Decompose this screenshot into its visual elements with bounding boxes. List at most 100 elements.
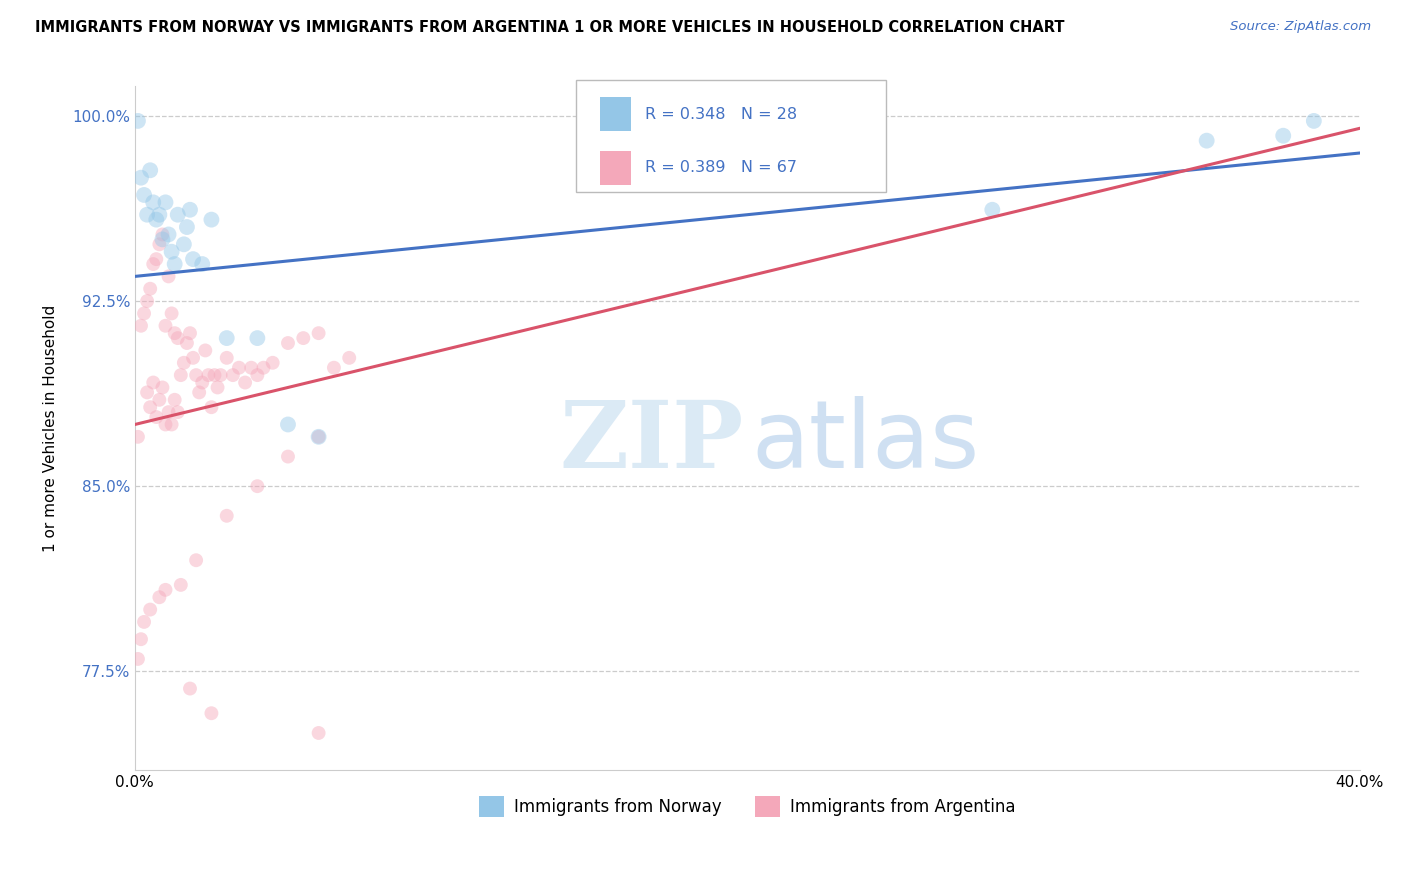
Point xyxy=(1272,128,1295,143)
Point xyxy=(176,220,198,235)
Point xyxy=(132,306,155,320)
Point xyxy=(145,410,167,425)
Point xyxy=(262,356,284,370)
Point xyxy=(155,582,177,597)
Point xyxy=(129,170,152,185)
Point xyxy=(277,450,299,464)
Point xyxy=(308,430,330,444)
Point xyxy=(170,368,193,383)
Point xyxy=(136,294,159,309)
Point xyxy=(173,356,195,370)
Point xyxy=(152,232,174,246)
Point xyxy=(308,430,330,444)
Point xyxy=(246,479,269,493)
Point xyxy=(160,244,183,259)
Point xyxy=(1302,114,1324,128)
Point xyxy=(179,202,201,217)
Point xyxy=(200,401,222,415)
Point xyxy=(157,269,180,284)
Text: IMMIGRANTS FROM NORWAY VS IMMIGRANTS FROM ARGENTINA 1 OR MORE VEHICLES IN HOUSEH: IMMIGRANTS FROM NORWAY VS IMMIGRANTS FRO… xyxy=(35,20,1064,35)
Point xyxy=(179,326,201,340)
Point xyxy=(170,578,193,592)
Point xyxy=(166,208,188,222)
Point xyxy=(139,602,162,616)
Point xyxy=(981,202,1004,217)
Point xyxy=(215,331,238,345)
Point xyxy=(209,368,232,383)
Text: R = 0.389   N = 67: R = 0.389 N = 67 xyxy=(645,161,797,175)
Point xyxy=(173,237,195,252)
Point xyxy=(292,331,315,345)
Point xyxy=(136,385,159,400)
Point xyxy=(132,615,155,629)
Point xyxy=(179,681,201,696)
Point xyxy=(142,195,165,210)
Point xyxy=(166,331,188,345)
Point xyxy=(181,351,204,365)
Point xyxy=(252,360,274,375)
Point xyxy=(163,392,186,407)
Point xyxy=(152,380,174,394)
Point xyxy=(148,208,170,222)
Point xyxy=(127,430,149,444)
Point xyxy=(337,351,360,365)
Point xyxy=(228,360,250,375)
Point xyxy=(129,318,152,333)
Point xyxy=(160,417,183,432)
Legend: Immigrants from Norway, Immigrants from Argentina: Immigrants from Norway, Immigrants from … xyxy=(472,789,1022,823)
Point xyxy=(163,257,186,271)
Text: ZIP: ZIP xyxy=(560,397,744,487)
Point xyxy=(142,376,165,390)
Point xyxy=(157,227,180,242)
Text: Source: ZipAtlas.com: Source: ZipAtlas.com xyxy=(1230,20,1371,33)
Point xyxy=(197,368,219,383)
Point xyxy=(194,343,217,358)
Point xyxy=(184,368,207,383)
Point xyxy=(127,114,149,128)
Point xyxy=(139,401,162,415)
Point xyxy=(155,195,177,210)
Point xyxy=(246,331,269,345)
Point xyxy=(191,257,214,271)
Point xyxy=(142,257,165,271)
Text: atlas: atlas xyxy=(751,396,979,488)
Point xyxy=(240,360,263,375)
Point xyxy=(145,252,167,266)
Point xyxy=(215,351,238,365)
Point xyxy=(132,188,155,202)
Point xyxy=(184,553,207,567)
Point xyxy=(204,368,226,383)
Point xyxy=(246,368,269,383)
Point xyxy=(139,282,162,296)
Point xyxy=(136,208,159,222)
Point xyxy=(148,237,170,252)
Point xyxy=(200,706,222,721)
Point xyxy=(155,417,177,432)
Point xyxy=(188,385,211,400)
Point xyxy=(176,336,198,351)
Y-axis label: 1 or more Vehicles in Household: 1 or more Vehicles in Household xyxy=(44,304,58,552)
Point xyxy=(157,405,180,419)
Point xyxy=(129,632,152,647)
Point xyxy=(207,380,229,394)
Point xyxy=(152,227,174,242)
Point xyxy=(215,508,238,523)
Point xyxy=(222,368,245,383)
Point xyxy=(163,326,186,340)
Point xyxy=(322,360,344,375)
Point xyxy=(1195,134,1218,148)
Point xyxy=(191,376,214,390)
Point xyxy=(166,405,188,419)
Point xyxy=(308,726,330,740)
Point xyxy=(148,392,170,407)
Point xyxy=(181,252,204,266)
Point xyxy=(145,212,167,227)
Point xyxy=(127,652,149,666)
Point xyxy=(148,591,170,605)
Point xyxy=(277,336,299,351)
Point xyxy=(155,318,177,333)
Point xyxy=(139,163,162,178)
Point xyxy=(233,376,256,390)
Point xyxy=(160,306,183,320)
Point xyxy=(277,417,299,432)
